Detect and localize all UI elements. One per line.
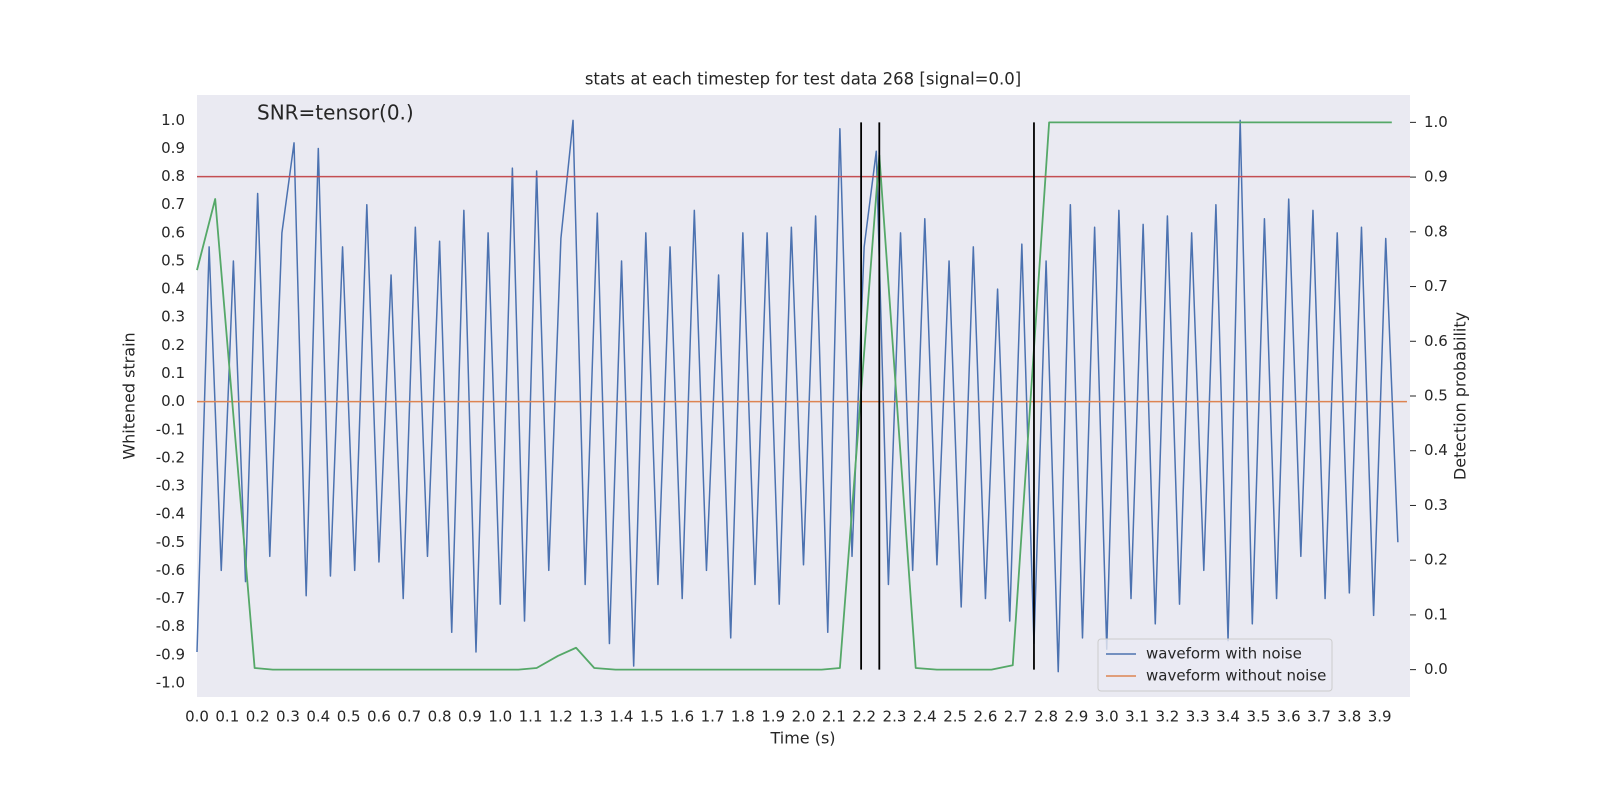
series-line: [196, 121, 1392, 671]
legend-box: [1097, 638, 1333, 692]
y-tick-label: -0.8: [156, 617, 185, 635]
y2-tick-label: 0.2: [1424, 551, 1448, 569]
x-axis-label: Time (s): [769, 729, 835, 748]
y-tick-label: 0.5: [161, 251, 185, 269]
x-tick-label: 1.5: [640, 708, 664, 726]
y2-tick-label: 0.1: [1424, 605, 1448, 623]
x-tick-label: 0.3: [276, 708, 300, 726]
legend-label: waveform with noise: [1146, 645, 1302, 663]
x-tick-label: 0.7: [397, 708, 421, 726]
annotation: SNR=tensor(0.): [257, 101, 414, 125]
y-tick-label: -0.5: [156, 533, 185, 551]
chart-title: stats at each timestep for test data 268…: [585, 70, 1021, 89]
x-tick-label: 0.0: [185, 708, 209, 726]
x-tick-label: 2.4: [913, 708, 937, 726]
y-tick-label: -0.1: [156, 420, 185, 438]
y2-tick-label: 1.0: [1424, 113, 1448, 131]
y-tick-label: 0.6: [161, 223, 185, 241]
y-tick-label: 0.9: [161, 139, 185, 157]
y2-tick-label: 0.4: [1424, 441, 1448, 459]
x-tick-label: 1.8: [731, 708, 755, 726]
x-tick-label: 0.9: [458, 708, 482, 726]
x-tick-label: 0.6: [367, 708, 391, 726]
y2-axis-label: Detection probability: [1451, 312, 1470, 480]
x-tick-label: 2.8: [1034, 708, 1058, 726]
plot-area: [197, 95, 1410, 697]
x-tick-label: 3.0: [1095, 708, 1119, 726]
x-tick-label: 1.4: [610, 708, 634, 726]
x-tick-label: 3.2: [1155, 708, 1179, 726]
y2-tick-label: 0.9: [1424, 168, 1448, 186]
x-tick-label: 1.1: [519, 708, 543, 726]
x-tick-label: 3.8: [1337, 708, 1361, 726]
x-tick-label: 2.5: [943, 708, 967, 726]
x-tick-label: 2.0: [792, 708, 816, 726]
x-tick-label: 3.3: [1186, 708, 1210, 726]
x-tick-label: 3.5: [1246, 708, 1270, 726]
x-tick-label: 2.3: [883, 708, 907, 726]
y-tick-label: -0.4: [156, 505, 185, 523]
y2-tick-label: 0.8: [1424, 222, 1448, 240]
x-tick-label: 1.6: [670, 708, 694, 726]
y2-tick-label: 0.0: [1424, 660, 1448, 678]
marks: [196, 119, 1410, 673]
x-tick-label: 3.7: [1307, 708, 1331, 726]
x-tick-label: 1.9: [761, 708, 785, 726]
legend: waveform with noise waveform without nois…: [1097, 638, 1333, 692]
x-tick-label: 1.3: [579, 708, 603, 726]
x-tick-label: 3.9: [1368, 708, 1392, 726]
y2-tick-label: 0.6: [1424, 332, 1448, 350]
y2-tick-label: 0.3: [1424, 496, 1448, 514]
x-tick-label: 2.7: [1004, 708, 1028, 726]
y2-tick-label: 0.5: [1424, 387, 1448, 405]
y-tick-label: -0.2: [156, 448, 185, 466]
y-tick-label: -0.6: [156, 561, 185, 579]
y-tick-label: -0.3: [156, 477, 185, 495]
y-tick-label: 0.3: [161, 308, 185, 326]
y-tick-label: 1.0: [161, 111, 185, 129]
x-tick-label: 1.0: [488, 708, 512, 726]
x-tick-label: 3.6: [1277, 708, 1301, 726]
y-tick-label: 0.7: [161, 195, 185, 213]
x-tick-label: 2.9: [1064, 708, 1088, 726]
y-axis-label: Whitened strain: [120, 332, 139, 459]
y-tick-label: 0.4: [161, 280, 185, 298]
y-tick-label: 0.0: [161, 392, 185, 410]
x-tick-label: 3.4: [1216, 708, 1240, 726]
x-tick-label: 1.2: [549, 708, 573, 726]
x-tick-label: 0.1: [215, 708, 239, 726]
x-tick-label: 2.6: [974, 708, 998, 726]
x-tick-label: 1.7: [701, 708, 725, 726]
y-tick-label: 0.2: [161, 336, 185, 354]
x-tick-label: 2.2: [852, 708, 876, 726]
x-tick-label: 0.4: [306, 708, 330, 726]
y-tick-label: 0.8: [161, 167, 185, 185]
x-tick-label: 3.1: [1125, 708, 1149, 726]
y2-tick-label: 0.7: [1424, 277, 1448, 295]
x-tick-label: 0.5: [337, 708, 361, 726]
y-tick-label: -1.0: [156, 673, 185, 691]
y-tick-label: -0.7: [156, 589, 185, 607]
x-tick-label: 2.1: [822, 708, 846, 726]
legend-label: waveform without noise: [1146, 667, 1326, 685]
y-tick-label: -0.9: [156, 645, 185, 663]
labels: 0.0 0.1 0.2 0.3 0.4 0.5 0.6 0.7 0.8 0.9 1.0 1.1 1.2 1…: [156, 111, 1448, 726]
y-tick-label: 0.1: [161, 364, 185, 382]
x-tick-label: 0.2: [246, 708, 270, 726]
x-tick-label: 0.8: [428, 708, 452, 726]
